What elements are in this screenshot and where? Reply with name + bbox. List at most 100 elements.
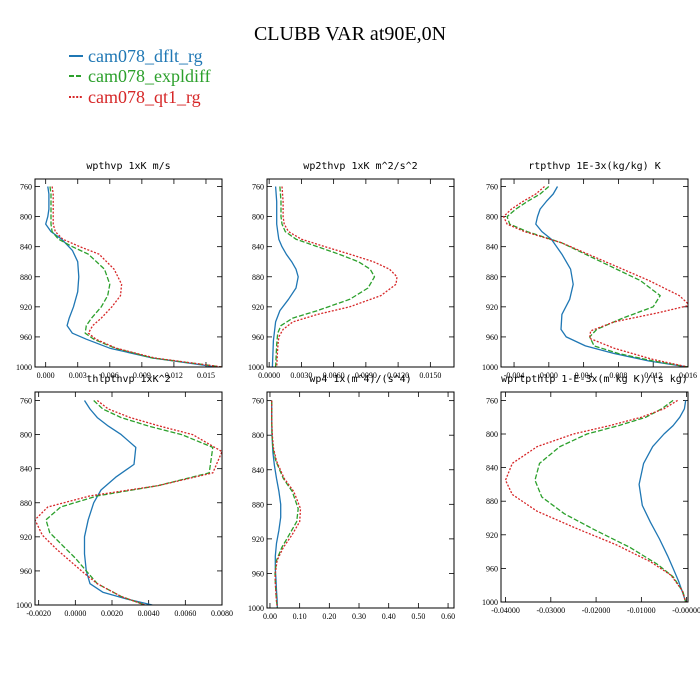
y-tick-label: 960 (486, 564, 498, 573)
x-tick-label: 0.000 (37, 371, 55, 380)
panel: wprtpthlp 1-E-3x(m kg K)/(s kg) -0.04000 -… (482, 374, 700, 615)
y-tick-label: 1000 (16, 601, 32, 610)
x-tick-label: 0.016 (679, 371, 697, 380)
series-group (271, 400, 302, 608)
y-tick-label: 880 (486, 497, 498, 506)
x-tick-label: -0.04000 (491, 606, 520, 615)
x-tick-label: 0.015 (197, 371, 215, 380)
y-tick-label: 760 (486, 183, 498, 192)
y-tick-label: 960 (252, 333, 264, 342)
y-tick-label: 840 (20, 465, 32, 474)
x-tick-label: 0.0060 (323, 371, 345, 380)
y-tick-label: 920 (20, 303, 32, 312)
x-tick-label: 0.40 (382, 612, 396, 621)
y-tick-label: 840 (486, 464, 498, 473)
series-line-cam078_expldiff (49, 186, 222, 367)
panel-title: rtpthvp 1E-3x(kg/kg) K (528, 161, 660, 172)
y-tick-label: 800 (252, 213, 264, 222)
x-tick-label: -0.004 (504, 371, 525, 380)
panel-frame (34, 178, 223, 368)
panel: rtpthvp 1E-3x(kg/kg) K -0.004 0.000 0.004 0.… (482, 161, 697, 380)
series-line-cam078_dflt_rg (271, 186, 299, 367)
y-tick-label: 1000 (482, 598, 498, 607)
legend-label: cam078_dflt_rg (88, 46, 203, 66)
x-tick-label: 0.006 (101, 371, 119, 380)
legend-entry: cam078_dflt_rg (69, 46, 203, 66)
series-line-cam078_qt1_rg (35, 399, 222, 605)
x-tick-label: 0.0040 (138, 609, 160, 618)
series-line-cam078_expldiff (274, 186, 376, 367)
x-tick-label: 0.0090 (355, 371, 377, 380)
series-line-cam078_qt1_rg (502, 186, 688, 367)
panel-title: wprtpthlp 1-E-3x(m kg K)/(s kg) (501, 374, 688, 385)
y-tick-label: 760 (20, 183, 32, 192)
x-tick-label: 0.0150 (419, 371, 441, 380)
x-tick-label: 0.012 (165, 371, 183, 380)
panel-frame (500, 391, 689, 603)
y-tick-label: 920 (252, 303, 264, 312)
legend-label: cam078_expldiff (88, 66, 211, 86)
panel-title: wpthvp 1xK m/s (86, 161, 170, 172)
panel-frame (34, 391, 223, 606)
y-tick-label: 880 (486, 273, 498, 282)
x-tick-label: 0.60 (441, 612, 455, 621)
figure-title: CLUBB VAR at90E,0N (254, 23, 446, 45)
y-tick-label: 1000 (16, 363, 32, 372)
panel-frame (266, 178, 455, 368)
y-tick-label: 880 (20, 499, 32, 508)
legend-entry: cam078_expldiff (69, 66, 211, 86)
x-tick-label: 0.0000 (64, 609, 86, 618)
y-tick-label: 960 (486, 333, 498, 342)
x-tick-label: -0.0020 (26, 609, 51, 618)
panel: wp2thvp 1xK m^2/s^2 0.0000 0.0030 0.0060 0.0… (248, 161, 455, 380)
x-tick-label: 0.004 (575, 371, 593, 380)
y-tick-label: 1000 (482, 363, 498, 372)
x-tick-label: 0.30 (352, 612, 366, 621)
panels: wpthvp 1xK m/s0.000 0.003 0.006 0.009 0.012 0… (16, 161, 700, 621)
series-group (271, 186, 398, 367)
panel-frame (500, 178, 689, 368)
y-tick-label: 760 (486, 396, 498, 405)
x-tick-label: 0.0020 (101, 609, 123, 618)
x-tick-label: 0.0030 (290, 371, 312, 380)
panel: thlpthvp 1xK^2 -0.0020 0.0000 0.0020 0.0040 0… (16, 374, 233, 618)
y-tick-label: 800 (486, 213, 498, 222)
x-tick-label: 0.003 (69, 371, 87, 380)
y-tick-label: 920 (252, 535, 264, 544)
x-tick-label: -0.03000 (536, 606, 565, 615)
x-tick-label: 0.20 (322, 612, 336, 621)
y-tick-label: 1000 (248, 363, 264, 372)
y-tick-label: 960 (252, 569, 264, 578)
x-tick-label: -0.00000 (672, 606, 700, 615)
x-tick-label: 0.50 (411, 612, 425, 621)
y-tick-label: 1000 (248, 604, 264, 613)
y-tick-label: 840 (486, 243, 498, 252)
x-tick-label: 0.000 (540, 371, 558, 380)
series-group (504, 399, 687, 602)
y-tick-label: 840 (252, 243, 264, 252)
x-tick-label: 0.0000 (258, 371, 280, 380)
y-tick-label: 760 (252, 397, 264, 406)
x-tick-label: 0.0080 (211, 609, 233, 618)
panel: wp4 1x(m^4)/(s^4) 0.00 0.10 0.20 0.30 0.40 0.5… (248, 374, 455, 621)
legend-label: cam078_qt1_rg (88, 87, 201, 107)
series-group (45, 186, 222, 367)
y-tick-label: 800 (252, 431, 264, 440)
y-tick-label: 880 (20, 273, 32, 282)
series-group (502, 186, 688, 367)
x-tick-label: 0.00 (263, 612, 277, 621)
x-tick-label: 0.008 (609, 371, 627, 380)
legend-entry: cam078_qt1_rg (69, 87, 201, 107)
panel-title: thlpthvp 1xK^2 (86, 374, 170, 385)
y-tick-label: 800 (20, 431, 32, 440)
series-line-cam078_dflt_rg (638, 400, 687, 602)
x-tick-label: 0.10 (293, 612, 307, 621)
y-tick-label: 800 (20, 213, 32, 222)
panel: wpthvp 1xK m/s 0.000 0.003 0.006 0.009 0.012 0… (16, 161, 223, 380)
x-tick-label: -0.01000 (627, 606, 656, 615)
y-tick-label: 960 (20, 333, 32, 342)
x-tick-label: 0.0120 (387, 371, 409, 380)
y-tick-label: 960 (20, 567, 32, 576)
series-line-cam078_expldiff (45, 400, 214, 605)
